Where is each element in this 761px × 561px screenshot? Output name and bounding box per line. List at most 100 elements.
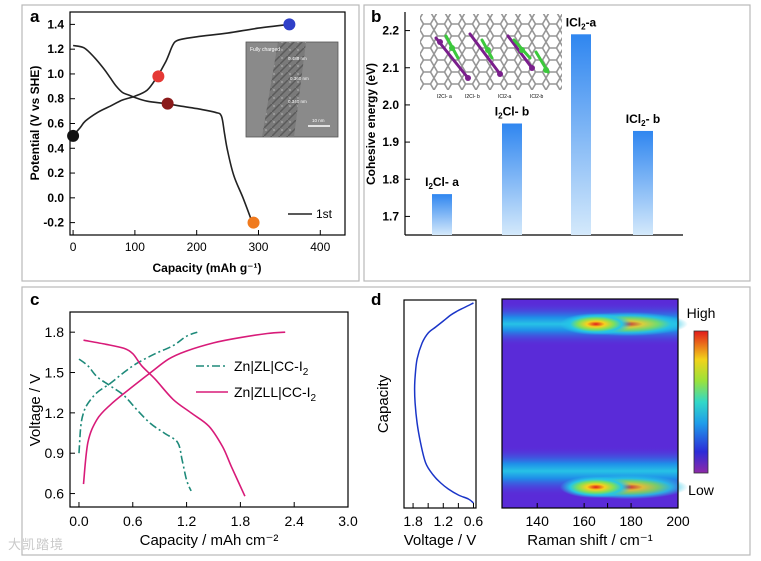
panel-a-ylabel: Potential (V vs SHE) xyxy=(28,66,42,181)
panel-b-bar xyxy=(571,34,591,235)
panel-a-state-marker xyxy=(247,216,260,229)
panel-letter-c: c xyxy=(30,290,39,309)
panel-b-ytick-label: 1.9 xyxy=(382,135,399,149)
panel-a-ytick-label: 0.2 xyxy=(47,166,64,180)
panel-d-right-xtick-label: 140 xyxy=(526,513,550,529)
panel-a-discharge-curve xyxy=(72,44,254,223)
panel-c-discharge-curve xyxy=(78,358,192,492)
panel-a-ytick-label: -0.2 xyxy=(43,216,64,230)
panel-c-chart: 0.0 0.6 1.2 1.8 2.4 3.00.60.91.21.51.8 Zn|ZL|… xyxy=(27,311,358,549)
panel-letter-d: d xyxy=(371,290,381,309)
panel-c-charge-curve xyxy=(82,331,286,485)
panel-letter-b: b xyxy=(371,7,381,26)
panel-cd-frame xyxy=(21,286,751,556)
panel-a-ytick-label: 0.8 xyxy=(47,92,64,106)
panel-b-ytick-label: 1.7 xyxy=(382,209,399,223)
tem-d2: 0.360 nm xyxy=(290,76,309,81)
panel-d-voltage-curve xyxy=(413,302,474,504)
tem-inset-label: Fully charged xyxy=(250,47,280,53)
panel-c-ytick-label: 1.8 xyxy=(45,324,65,340)
tem-scale: 10 nm xyxy=(312,118,325,123)
panel-c-axes-box xyxy=(69,311,349,508)
colorbar-low-label: Low xyxy=(688,482,715,498)
heatmap-frame xyxy=(501,298,679,509)
panel-a-xtick-label: 300 xyxy=(248,240,268,254)
panel-a-ytick-label: 0.4 xyxy=(47,141,64,155)
panel-d-left-xtick-label: 1.8 xyxy=(403,513,423,529)
panel-b-bar-label: ICl2- b xyxy=(626,112,660,128)
panel-b-ytick-label: 2.0 xyxy=(382,98,399,112)
panel-a-ytick-label: 0.6 xyxy=(47,117,64,131)
panel-c-xtick-label: 0.6 xyxy=(123,513,143,529)
panel-c-ylabel: Voltage / V xyxy=(27,374,44,447)
panel-c-xlabel: Capacity / mAh cm⁻² xyxy=(140,532,279,549)
panel-c-ytick-label: 1.2 xyxy=(45,405,65,421)
panel-b-bar-label: I2Cl- a xyxy=(425,175,459,191)
panel-a-xlabel: Capacity (mAh g⁻¹) xyxy=(152,261,261,275)
panel-b-bar xyxy=(502,123,522,235)
panel-c-xtick-label: 0.0 xyxy=(69,513,89,529)
panel-d-left-xlabel: Voltage / V xyxy=(404,532,477,549)
panel-d-right-xtick-label: 180 xyxy=(619,513,643,529)
panel-c-ytick-label: 0.6 xyxy=(45,486,65,502)
inset-label-3: ICl2-a xyxy=(498,94,512,100)
panel-a-state-marker xyxy=(152,70,165,83)
panel-a-state-marker xyxy=(161,97,174,110)
panel-b-bar-label: I2Cl- b xyxy=(495,105,529,121)
panel-a-state-marker xyxy=(283,18,296,31)
panel-a-ytick-label: 0.0 xyxy=(47,191,64,205)
panel-c-charge-curve xyxy=(78,331,198,454)
panel-a-state-marker xyxy=(67,129,80,142)
heatmap-peak xyxy=(559,476,632,499)
panel-c-xtick-label: 1.2 xyxy=(177,513,197,529)
panel-b-structure-inset: I2Cl- a I2Cl- b ICl2-a ICl2-b xyxy=(420,14,562,100)
legend-label-zl: Zn|ZL|CC-I2 xyxy=(234,358,309,378)
panel-d-right-xtick-label: 160 xyxy=(572,513,596,529)
panel-d-left-xtick-label: 1.2 xyxy=(434,513,454,529)
panel-b-bar xyxy=(633,130,653,235)
panel-d-left-axes-box xyxy=(403,299,477,509)
panel-a-ytick-label: 1.4 xyxy=(47,17,64,31)
panel-a-xtick-label: 400 xyxy=(310,240,330,254)
panel-c-ytick-label: 0.9 xyxy=(45,445,65,461)
panel-d-voltage-chart: 1.8 1.2 0.6 Voltage / V Capacity xyxy=(375,299,484,549)
panel-a-xtick-label: 0 xyxy=(70,240,77,254)
panel-d-raman-heatmap: 140 160 180 200 High Low Raman shift / cm⁻¹ xyxy=(501,298,716,549)
panel-b-ytick-label: 2.1 xyxy=(382,61,399,75)
panel-d-right-xlabel: Raman shift / cm⁻¹ xyxy=(527,532,652,549)
panel-a-frame xyxy=(21,4,360,282)
panel-b-ytick-label: 2.2 xyxy=(382,24,399,38)
inset-label-4: ICl2-b xyxy=(530,94,544,100)
tem-d1: 0.480 nm xyxy=(288,56,307,61)
panel-d-right-xtick-label: 200 xyxy=(666,513,690,529)
colorbar-high-label: High xyxy=(687,305,716,321)
panel-a-ytick-label: 1.0 xyxy=(47,67,64,81)
panel-c-legend: Zn|ZL|CC-I2 Zn|ZLL|CC-I2 xyxy=(196,358,317,404)
tem-d3: 0.340 nm xyxy=(288,99,307,104)
panel-letter-a: a xyxy=(30,7,40,26)
panel-a-xtick-label: 100 xyxy=(125,240,145,254)
panel-a-tem-inset: Fully charged 0.480 nm 0.360 nm 0.340 nm… xyxy=(245,41,339,138)
panel-c-xtick-label: 1.8 xyxy=(231,513,251,529)
panel-a-ytick-label: 1.2 xyxy=(47,42,64,56)
panel-c-xtick-label: 2.4 xyxy=(284,513,304,529)
panel-a-xtick-label: 200 xyxy=(187,240,207,254)
heatmap-peak xyxy=(559,313,632,336)
panel-d-left-xtick-label: 0.6 xyxy=(464,513,484,529)
panel-c-ytick-label: 1.5 xyxy=(45,365,65,381)
panel-b-ylabel: Cohesive energy (eV) xyxy=(364,63,378,185)
panel-c-discharge-curve xyxy=(83,339,246,497)
legend-label-zll: Zn|ZLL|CC-I2 xyxy=(234,384,317,404)
panel-b-ytick-label: 1.8 xyxy=(382,172,399,186)
panel-a-legend-label: 1st xyxy=(316,207,333,221)
panel-a-charge-curve xyxy=(72,23,290,137)
colorbar xyxy=(693,330,709,474)
inset-label-1: I2Cl- a xyxy=(437,94,452,100)
panel-b-bar xyxy=(432,194,452,235)
panel-b-frame xyxy=(363,4,751,282)
panel-a-chart: 0 100 200 300 400 -0.2 0.0 0.2 0.4 0.6 0.8 1.0 1.2 1.… xyxy=(28,11,346,275)
panel-d-left-ylabel: Capacity xyxy=(375,374,392,433)
inset-label-2: I2Cl- b xyxy=(465,94,480,100)
